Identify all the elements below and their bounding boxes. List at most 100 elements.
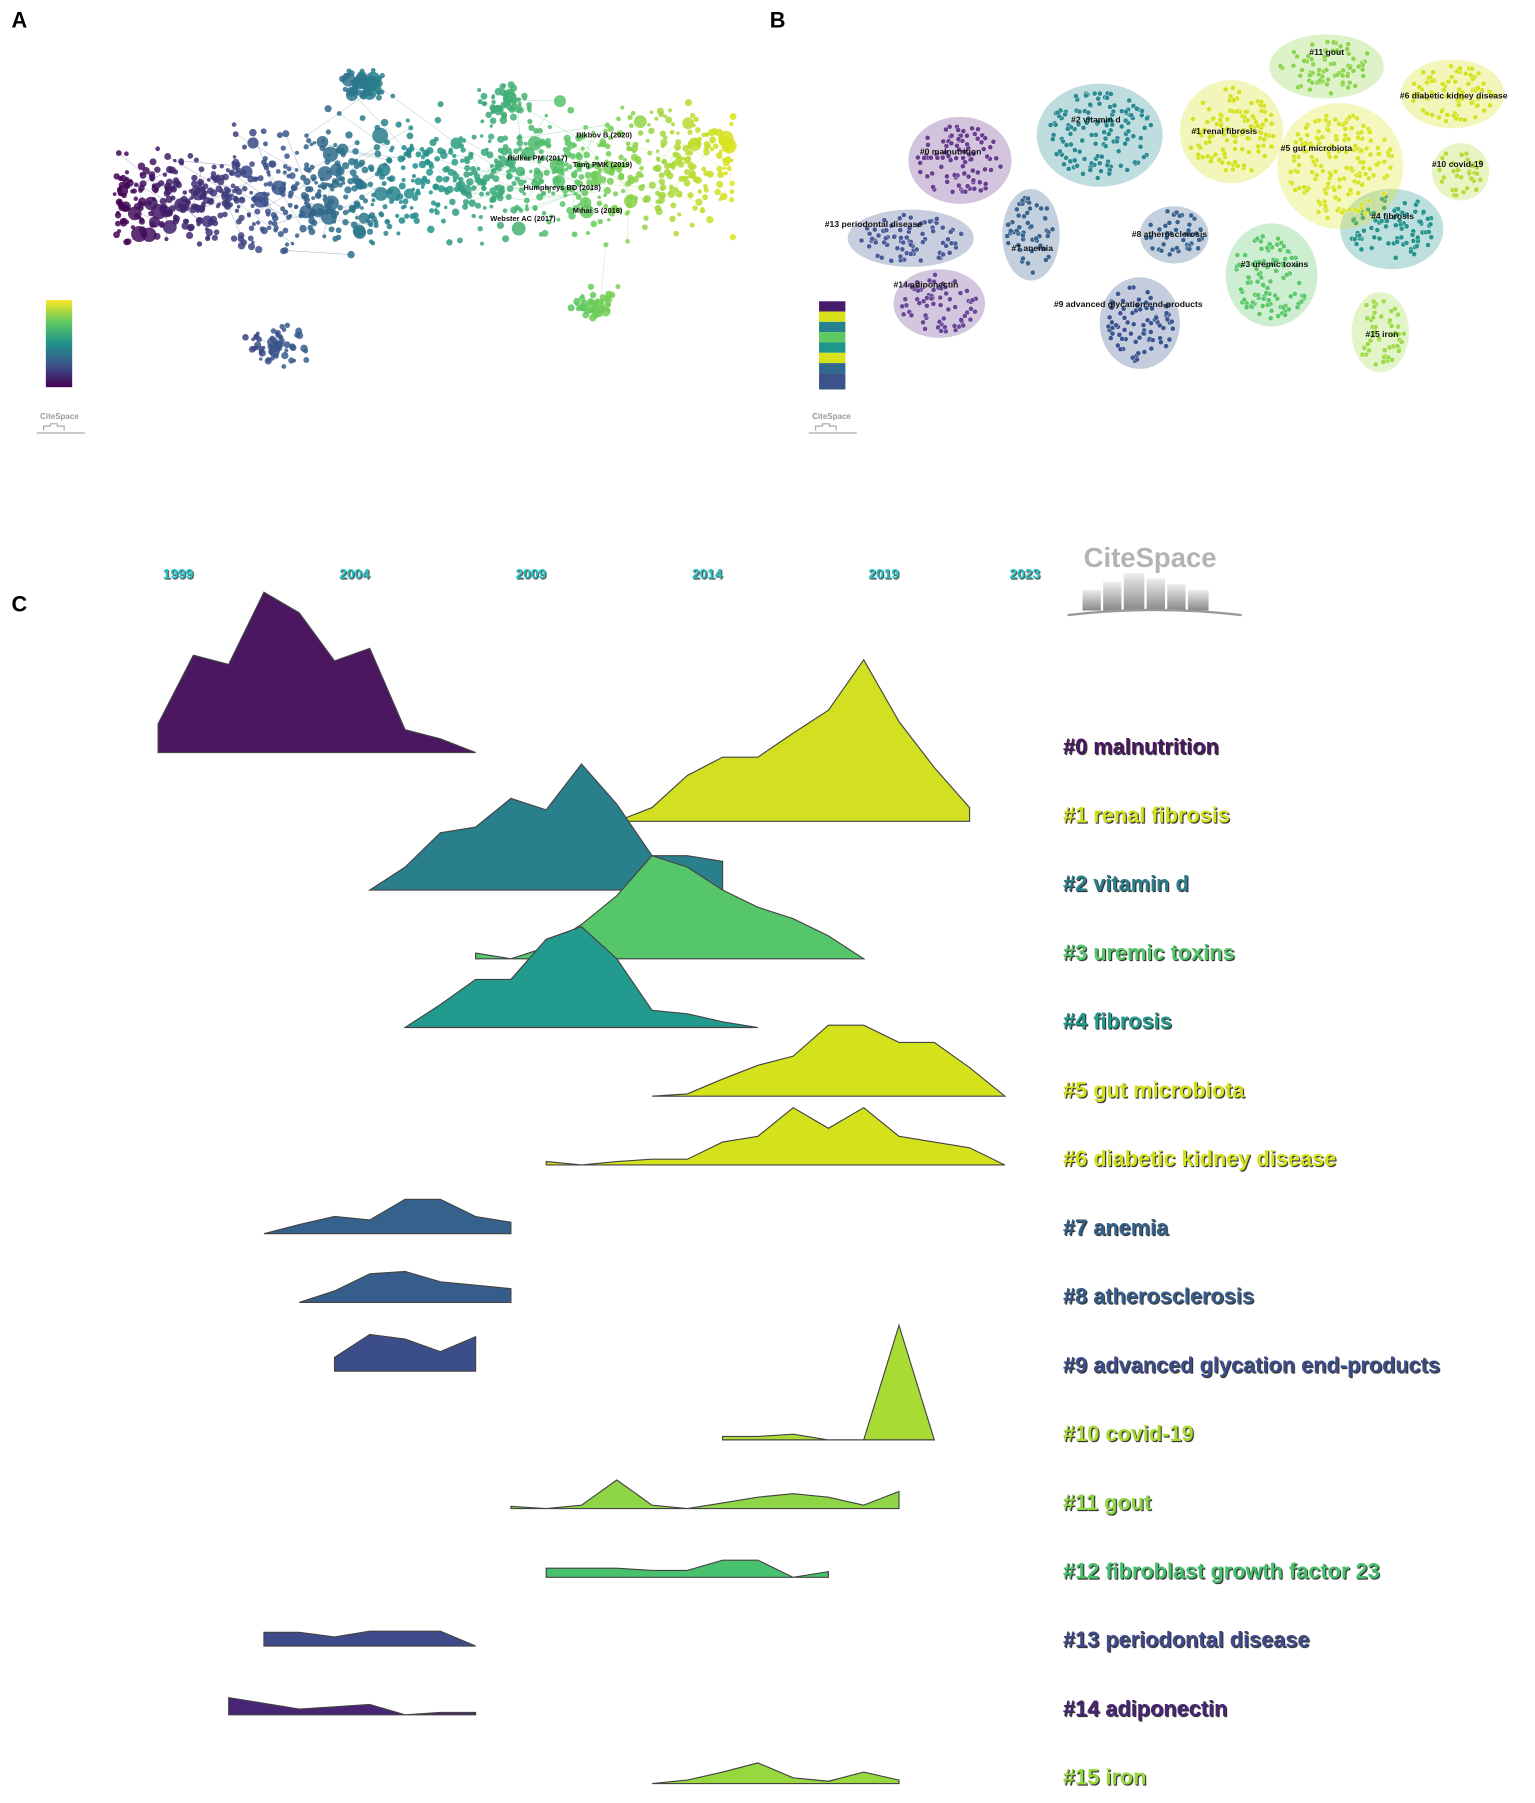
- cluster-node: [1358, 246, 1365, 253]
- cluster-node: [1267, 278, 1274, 285]
- network-node: [529, 169, 533, 174]
- network-node: [273, 225, 279, 231]
- cluster-node: [883, 227, 890, 233]
- network-node: [575, 306, 582, 312]
- network-node: [284, 322, 291, 329]
- network-node: [353, 163, 360, 170]
- network-edge: [430, 163, 479, 206]
- cluster-node: [1250, 113, 1256, 120]
- network-node: [282, 209, 289, 216]
- network-node: [277, 343, 283, 349]
- network-node: [689, 222, 695, 228]
- cluster-node: [1477, 159, 1484, 165]
- cluster-node: [1364, 315, 1370, 322]
- network-node: [460, 147, 466, 153]
- cluster-node: [898, 235, 904, 241]
- cluster-node: [982, 181, 989, 187]
- cluster-node: [1395, 323, 1401, 330]
- network-node: [308, 217, 316, 225]
- network-node: [603, 242, 609, 248]
- node-label: Humphreys BD (2018): [524, 183, 602, 192]
- network-node: [621, 188, 626, 194]
- cluster-label: #7 anemia: [1011, 243, 1053, 253]
- network-node: [508, 94, 516, 102]
- network-node: [336, 143, 349, 156]
- network-node: [217, 212, 224, 219]
- network-node: [561, 186, 569, 194]
- network-node: [506, 173, 512, 180]
- cluster-node: [1242, 252, 1248, 258]
- cluster-node: [936, 319, 943, 325]
- network-node: [523, 197, 530, 204]
- network-node: [508, 105, 516, 113]
- network-node: [585, 230, 590, 236]
- network-node: [192, 203, 200, 211]
- network-node: [268, 220, 273, 225]
- ridge-label: #1 renal fibrosis: [1063, 802, 1230, 827]
- network-node: [648, 127, 655, 135]
- cluster-node: [1134, 106, 1140, 112]
- network-node: [571, 172, 577, 179]
- cluster-node: [1475, 85, 1481, 91]
- network-node: [678, 194, 682, 198]
- ridge-area: [263, 1198, 512, 1235]
- network-node: [584, 171, 592, 179]
- cluster-node: [1261, 136, 1267, 142]
- ridge-label: #4 fibrosis: [1063, 1009, 1172, 1034]
- cluster-node: [1355, 135, 1361, 141]
- network-node: [441, 149, 447, 154]
- cluster-node: [1440, 81, 1446, 87]
- cluster-node: [1463, 150, 1470, 157]
- cluster-node: [1128, 330, 1134, 337]
- network-node: [281, 247, 289, 254]
- panel-letter: A: [11, 7, 27, 32]
- cluster-node: [1269, 261, 1276, 267]
- cluster-node: [1345, 41, 1351, 47]
- network-node: [413, 217, 420, 224]
- cluster-node: [914, 279, 920, 286]
- network-node: [173, 214, 178, 220]
- network-node: [520, 170, 525, 176]
- cluster-node: [1475, 96, 1481, 102]
- network-node: [498, 161, 505, 168]
- network-node: [617, 174, 624, 180]
- network-node: [191, 174, 198, 182]
- cluster-node: [1097, 160, 1103, 166]
- network-node: [607, 218, 611, 222]
- cluster-node: [1343, 149, 1349, 155]
- cluster-node: [1186, 221, 1193, 228]
- cluster-node: [1258, 108, 1265, 114]
- cluster-node: [1428, 234, 1435, 240]
- network-node: [201, 186, 206, 191]
- cluster-node: [1148, 345, 1154, 352]
- network-node: [534, 140, 541, 147]
- cluster-node: [1353, 241, 1360, 247]
- network-node: [645, 138, 650, 143]
- cluster-node: [1015, 212, 1022, 219]
- cluster-node: [1111, 102, 1118, 109]
- network-node: [502, 208, 508, 214]
- network-node: [367, 213, 373, 220]
- network-node: [545, 186, 550, 191]
- network-node: [616, 130, 624, 138]
- cluster-node: [940, 138, 946, 145]
- ridge-area: [299, 1270, 512, 1303]
- cluster-label: #8 atherosclerosis: [1132, 229, 1208, 239]
- network-node: [404, 213, 410, 219]
- cluster-node: [1386, 344, 1393, 351]
- ridge-label: #11 gout: [1063, 1490, 1151, 1515]
- network-node: [446, 185, 454, 194]
- cluster-node: [1264, 245, 1270, 251]
- network-node: [599, 294, 606, 301]
- network-node: [506, 169, 511, 175]
- network-node: [517, 146, 523, 152]
- cluster-node: [1456, 102, 1462, 108]
- network-node: [575, 194, 582, 201]
- cluster-node: [1024, 210, 1030, 216]
- cluster-node: [897, 215, 903, 222]
- cluster-node: [872, 226, 878, 233]
- cluster-node: [1102, 135, 1109, 142]
- cluster-node: [1141, 125, 1148, 131]
- network-node: [210, 174, 216, 180]
- cluster-node: [1199, 154, 1206, 160]
